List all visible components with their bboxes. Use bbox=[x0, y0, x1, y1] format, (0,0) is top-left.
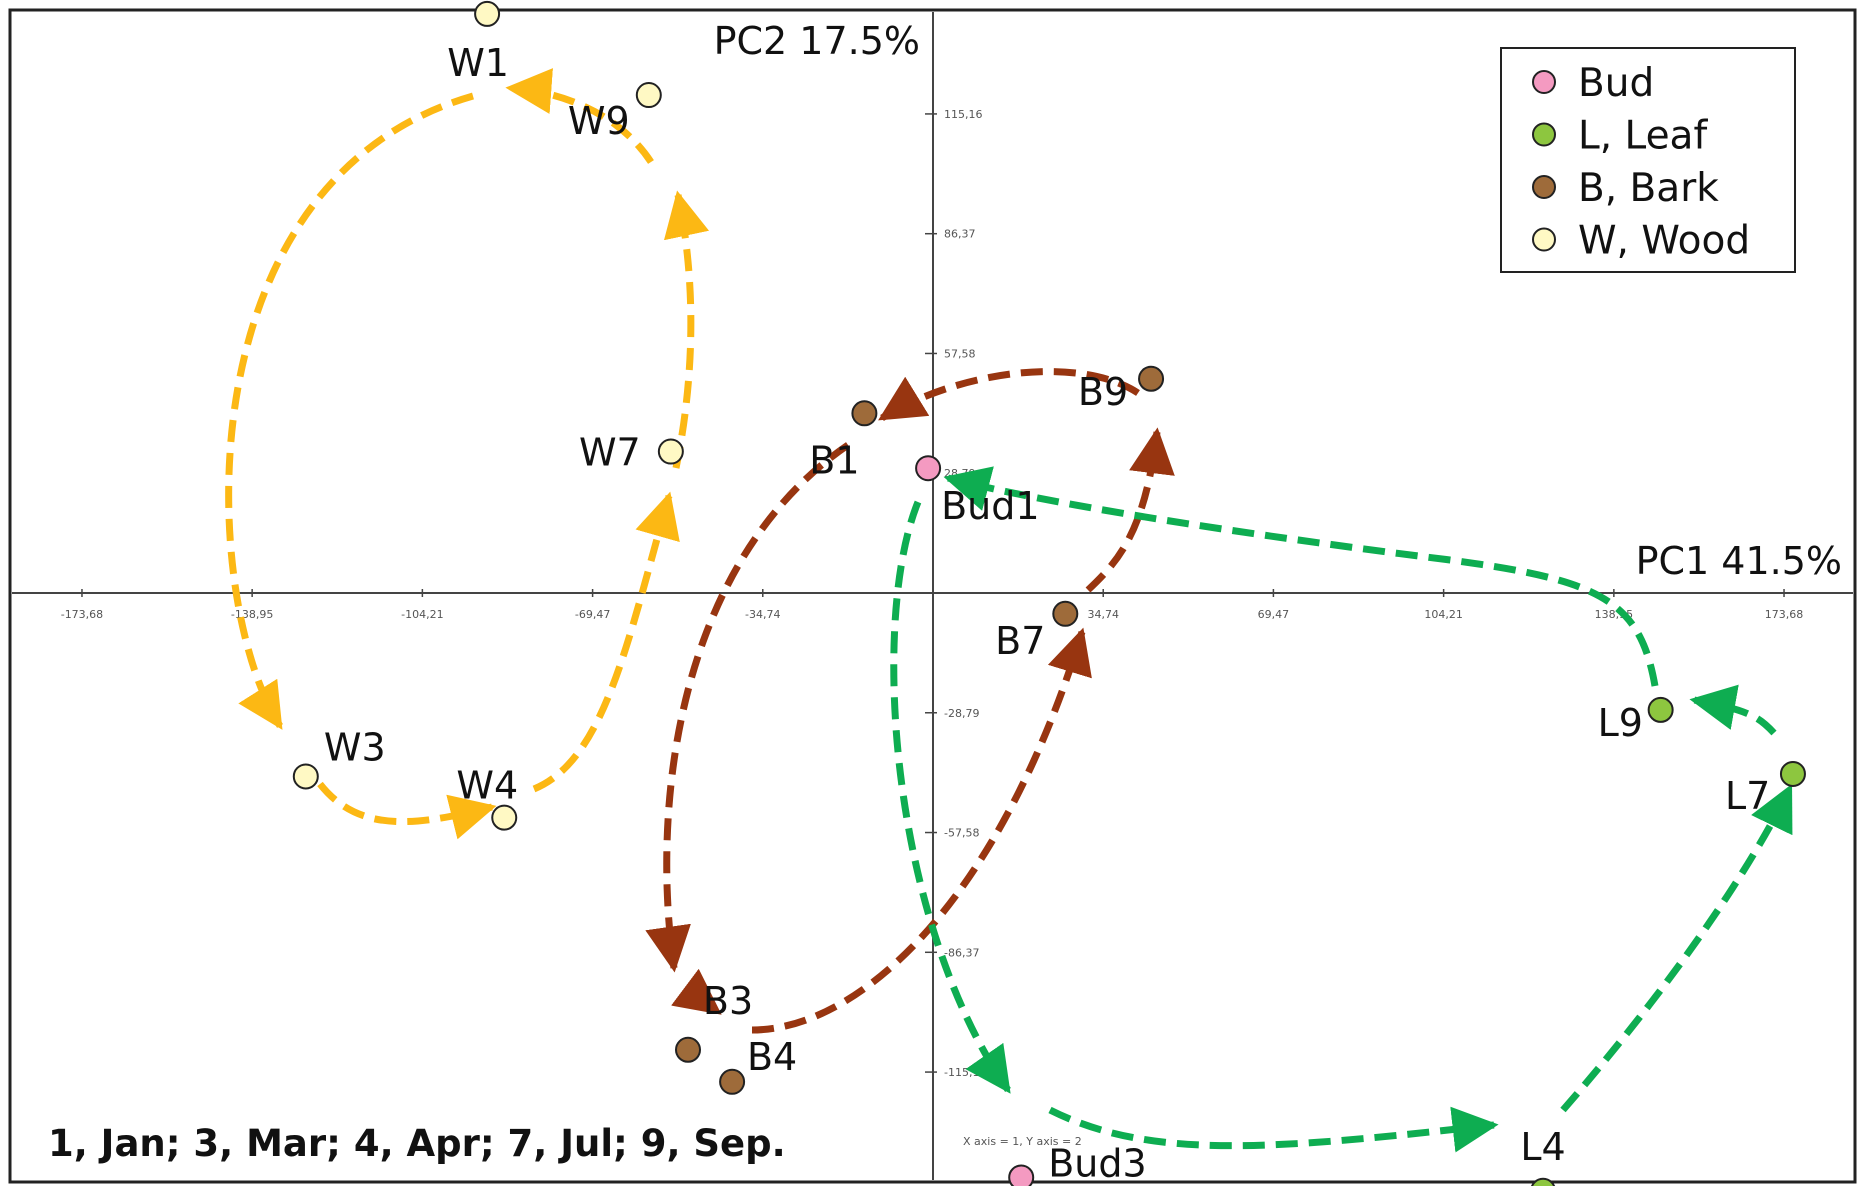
point-label-bud3: Bud3 bbox=[1048, 1141, 1146, 1185]
legend-label-l-leaf: L, Leaf bbox=[1578, 114, 1708, 159]
legend: Bud L, Leaf B, Bark W, Wood bbox=[1500, 47, 1796, 273]
point-l9 bbox=[1647, 696, 1674, 723]
data-points bbox=[292, 0, 1806, 1186]
legend-marker-w-wood bbox=[1532, 227, 1556, 252]
trajectory-arrows bbox=[225, 68, 1794, 1153]
leaf-arrow-bud3-l4 bbox=[1048, 1106, 1499, 1153]
legend-marker-l-leaf bbox=[1532, 122, 1556, 147]
point-w7 bbox=[657, 438, 684, 465]
point-label-b1: B1 bbox=[809, 438, 859, 482]
bark-arrow-b4-b7 bbox=[751, 627, 1092, 1034]
point-w9 bbox=[635, 82, 662, 109]
point-b3 bbox=[675, 1036, 701, 1063]
point-w4 bbox=[491, 804, 518, 831]
point-label-l4: L4 bbox=[1520, 1125, 1565, 1169]
legend-label-w-wood: W, Wood bbox=[1578, 219, 1750, 264]
y-axis-title: PC2 17.5% bbox=[714, 19, 920, 63]
legend-marker-b-bark bbox=[1532, 175, 1556, 199]
x-tick-label: 34,74 bbox=[1087, 608, 1119, 621]
x-tick-label: -34,74 bbox=[745, 608, 780, 621]
point-label-b7: B7 bbox=[995, 619, 1045, 663]
point-bud1 bbox=[915, 455, 942, 482]
point-label-w3: W3 bbox=[324, 725, 386, 769]
x-tick-label: -173,68 bbox=[61, 608, 103, 621]
y-tick-label: 86,37 bbox=[944, 228, 976, 241]
wood-arrow-w7-w9 bbox=[663, 190, 709, 469]
point-label-b4: B4 bbox=[747, 1035, 797, 1079]
point-b4 bbox=[719, 1068, 746, 1095]
point-bud3 bbox=[1008, 1164, 1035, 1186]
x-axis-title: PC1 41.5% bbox=[1636, 539, 1842, 583]
wood-arrow-w9-w1 bbox=[505, 68, 654, 164]
month-footnote: 1, Jan; 3, Mar; 4, Apr; 7, Jul; 9, Sep. bbox=[48, 1122, 786, 1165]
y-tick-label: -86,37 bbox=[944, 946, 979, 959]
y-tick-label: -115,16 bbox=[944, 1066, 986, 1079]
axes bbox=[12, 12, 1853, 1180]
point-b7 bbox=[1052, 600, 1079, 627]
bark-arrow-b7-b9 bbox=[1085, 427, 1175, 593]
point-label-l7: L7 bbox=[1725, 774, 1770, 818]
point-label-w4: W4 bbox=[456, 764, 518, 808]
point-label-b3: B3 bbox=[703, 979, 753, 1023]
wood-arrow-w1-w3 bbox=[225, 92, 474, 730]
legend-label-bud: Bud bbox=[1578, 61, 1654, 106]
point-label-l9: L9 bbox=[1598, 701, 1643, 745]
leaf-arrow-l9-bud1 bbox=[943, 466, 1659, 687]
bark-arrow-b9-b1 bbox=[878, 368, 1140, 421]
point-label-w9: W9 bbox=[568, 99, 630, 143]
point-l4 bbox=[1530, 1177, 1556, 1186]
point-label-w7: W7 bbox=[579, 431, 641, 475]
x-tick-label: 69,47 bbox=[1258, 608, 1290, 621]
bark-arrow-b3-b4 bbox=[671, 968, 722, 1015]
axis-info: X axis = 1, Y axis = 2 bbox=[963, 1135, 1082, 1148]
x-tick-label: -104,21 bbox=[401, 608, 443, 621]
leaf-arrow-l7-l9 bbox=[1689, 684, 1777, 736]
y-tick-label: -28,79 bbox=[944, 707, 979, 720]
legend-label-b-bark: B, Bark bbox=[1578, 166, 1719, 211]
x-tick-label: -69,47 bbox=[575, 608, 610, 621]
point-b1 bbox=[851, 400, 878, 427]
y-tick-label: 57,58 bbox=[944, 347, 976, 360]
point-label-w1: W1 bbox=[447, 41, 509, 85]
point-w3 bbox=[292, 763, 319, 790]
x-tick-label: 173,68 bbox=[1765, 608, 1804, 621]
y-tick-label: -57,58 bbox=[944, 827, 979, 840]
x-tick-label: 104,21 bbox=[1424, 608, 1463, 621]
y-tick-label: 115,16 bbox=[944, 108, 983, 121]
point-label-bud1: Bud1 bbox=[941, 484, 1039, 528]
bark-arrow-b1-b3 bbox=[645, 442, 850, 973]
point-b9 bbox=[1138, 365, 1165, 392]
leaf-arrow-bud1-bud3 bbox=[890, 500, 1011, 1094]
wood-arrow-w4-w7 bbox=[532, 491, 680, 793]
x-tick-label: -138,95 bbox=[231, 608, 273, 621]
point-w1 bbox=[474, 0, 501, 27]
y-tick-label: 143,95 bbox=[944, 0, 983, 1]
point-label-b9: B9 bbox=[1078, 370, 1128, 414]
point-labels: Bud1 Bud3 L4 L7 L9 B1 B3 B4 B7 B9 W1 W3 W4 W7 W9 bbox=[324, 41, 1770, 1186]
wood-arrow-w3-w4 bbox=[317, 781, 497, 840]
leaf-arrow-l4-l7 bbox=[1560, 783, 1794, 1113]
point-l7 bbox=[1779, 760, 1806, 787]
legend-marker-bud bbox=[1532, 70, 1556, 94]
